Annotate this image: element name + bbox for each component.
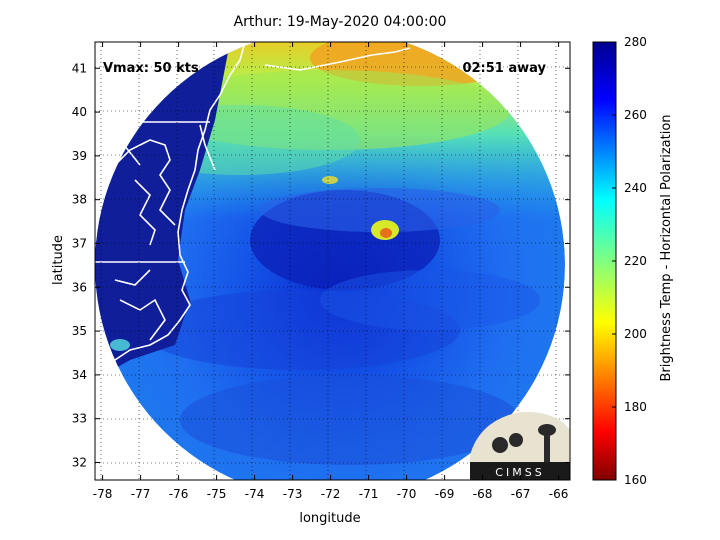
x-tick-label: -75: [207, 487, 227, 501]
y-tick-label: 35: [72, 324, 87, 338]
colorbar-tick-label: 260: [624, 108, 647, 122]
colorbar-tick-label: 200: [624, 327, 647, 341]
colorbar-tick-label: 280: [624, 35, 647, 49]
x-axis-label: longitude: [299, 511, 360, 526]
x-tick-label: -78: [93, 487, 113, 501]
x-tick-label: -71: [359, 487, 379, 501]
y-tick-label: 38: [72, 193, 87, 207]
y-tick-label: 37: [72, 236, 87, 250]
y-tick-label: 40: [72, 105, 87, 119]
x-tick-label: -74: [245, 487, 265, 501]
x-tick-label: -67: [511, 487, 531, 501]
svg-text:CIMSS: CIMSS: [495, 466, 544, 479]
y-tick-label: 36: [72, 280, 87, 294]
y-tick-label: 32: [72, 455, 87, 469]
map-layer: CIMSS: [95, 42, 570, 480]
time-away-annotation: 02:51 away: [462, 61, 546, 76]
colorbar-ticks: 160 180 200 220 240 260 280: [612, 35, 647, 487]
x-tick-label: -70: [397, 487, 417, 501]
x-tick-label: -76: [169, 487, 189, 501]
colorbar-tick-label: 180: [624, 400, 647, 414]
y-tick-label: 39: [72, 149, 87, 163]
y-tick-label: 33: [72, 412, 87, 426]
x-tick-label: -73: [283, 487, 303, 501]
colorbar-tick-label: 220: [624, 254, 647, 268]
axes-frame: [94, 41, 571, 481]
chart-title: Arthur: 19-May-2020 04:00:00: [234, 14, 447, 30]
y-axis-label: latitude: [51, 235, 66, 285]
coastline: [95, 42, 411, 376]
cimss-logo: CIMSS: [470, 411, 570, 480]
x-tick-label: -72: [321, 487, 341, 501]
y-tick-label: 34: [72, 368, 87, 382]
colorbar-tick-label: 240: [624, 181, 647, 195]
x-tick-label: -77: [131, 487, 151, 501]
colorbar-tick-label: 160: [624, 473, 647, 487]
vmax-annotation: Vmax: 50 kts: [103, 61, 199, 76]
colorbar-label: Brightness Temp - Horizontal Polarizatio…: [659, 114, 674, 381]
x-axis-ticks: -78 -77 -76 -75 -74 -73 -72 -71 -70 -69 -68 -67 -66: [93, 42, 569, 501]
x-tick-label: -66: [549, 487, 569, 501]
y-tick-label: 41: [72, 61, 87, 75]
x-tick-label: -69: [435, 487, 455, 501]
y-axis-ticks: 32 33 34 35 36 37 38 39 40 41: [72, 61, 570, 469]
brightness-swath: [95, 42, 565, 480]
x-tick-label: -68: [473, 487, 493, 501]
